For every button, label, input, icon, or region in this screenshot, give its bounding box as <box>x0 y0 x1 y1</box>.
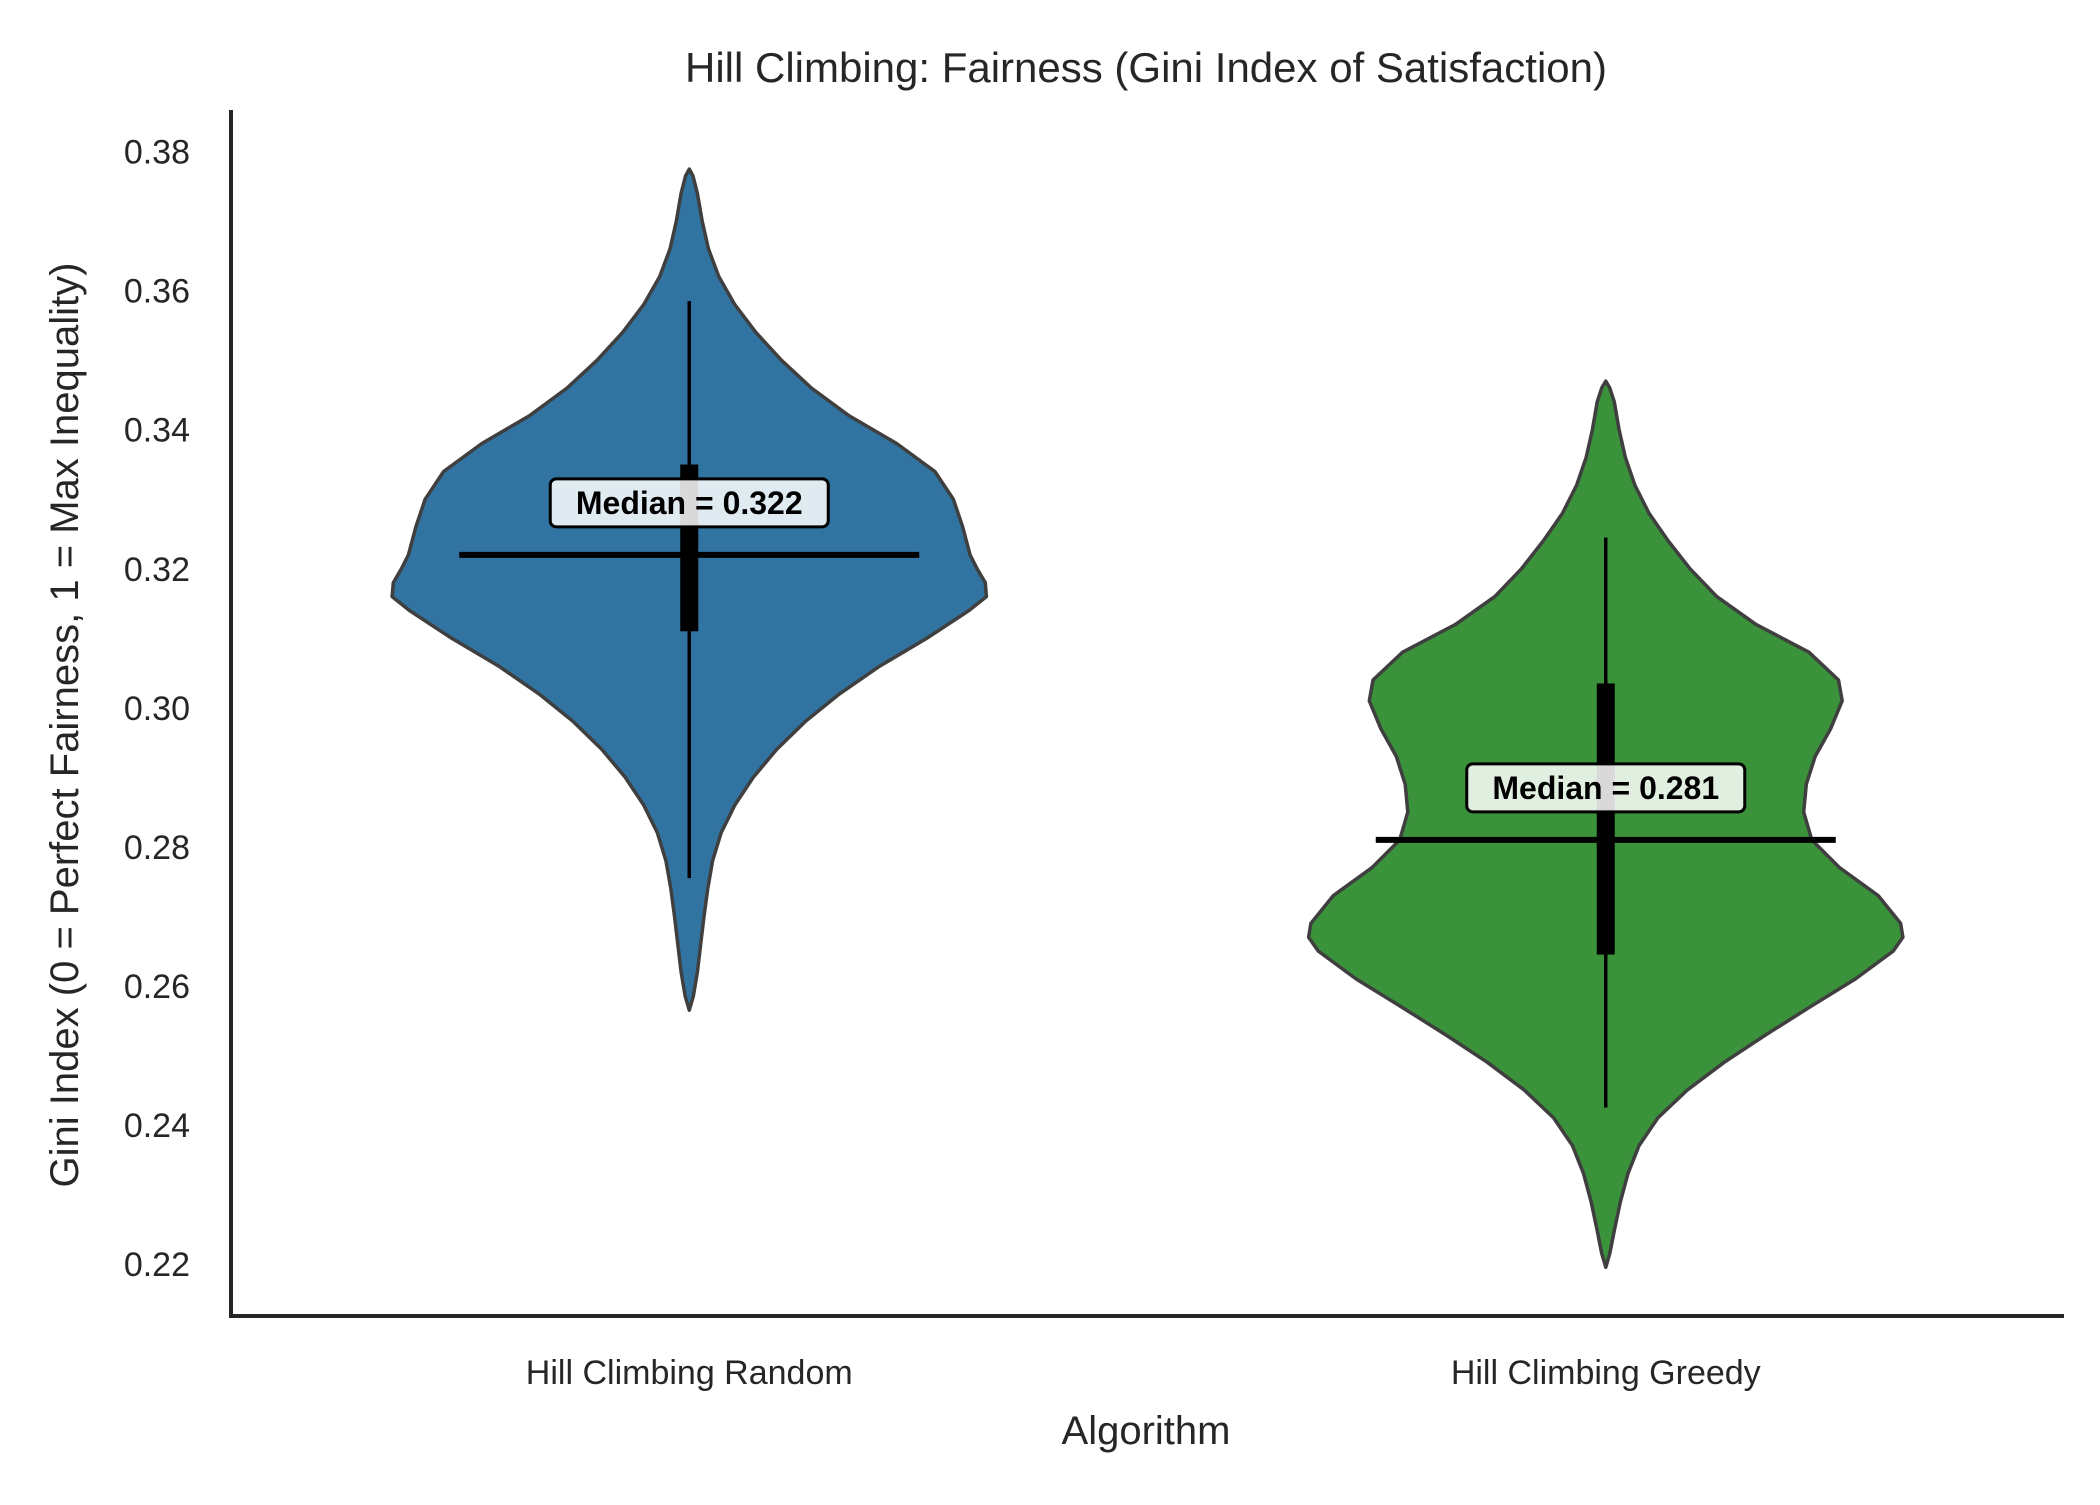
median-label: Median = 0.281 <box>1492 770 1719 806</box>
y-tick-label: 0.22 <box>124 1246 190 1284</box>
y-ticks: 0.22 0.24 0.26 0.28 0.30 0.32 0.34 0.36 0.38 <box>124 134 190 1284</box>
y-axis-title: Gini Index (0 = Perfect Fairness, 1 = Ma… <box>43 263 87 1188</box>
axes <box>229 110 2064 1318</box>
median-label-box <box>548 477 830 529</box>
x-tick-label: Hill Climbing Greedy <box>1451 1354 1761 1392</box>
plot-area: Median = 0.322 Median = 0.281 <box>390 167 1905 1270</box>
y-tick-label: 0.38 <box>124 134 190 172</box>
y-tick-label: 0.30 <box>124 690 190 728</box>
y-tick-label: 0.24 <box>124 1107 190 1145</box>
median-label: Median = 0.322 <box>576 485 803 521</box>
x-ticks: Hill Climbing Random Hill Climbing Greedy <box>526 1354 1761 1392</box>
chart-title: Hill Climbing: Fairness (Gini Index of S… <box>685 44 1607 91</box>
y-tick-label: 0.28 <box>124 829 190 867</box>
x-axis-title: Algorithm <box>1062 1409 1231 1453</box>
median-annotation: Median = 0.281 <box>1465 762 1747 814</box>
y-tick-label: 0.36 <box>124 273 190 311</box>
median-annotation: Median = 0.322 <box>548 477 830 529</box>
y-tick-label: 0.32 <box>124 551 190 589</box>
y-tick-label: 0.26 <box>124 968 190 1006</box>
y-tick-label: 0.34 <box>124 412 190 450</box>
x-tick-label: Hill Climbing Random <box>526 1354 853 1392</box>
iqr-box <box>1596 683 1615 955</box>
median-label-box <box>1465 762 1747 814</box>
